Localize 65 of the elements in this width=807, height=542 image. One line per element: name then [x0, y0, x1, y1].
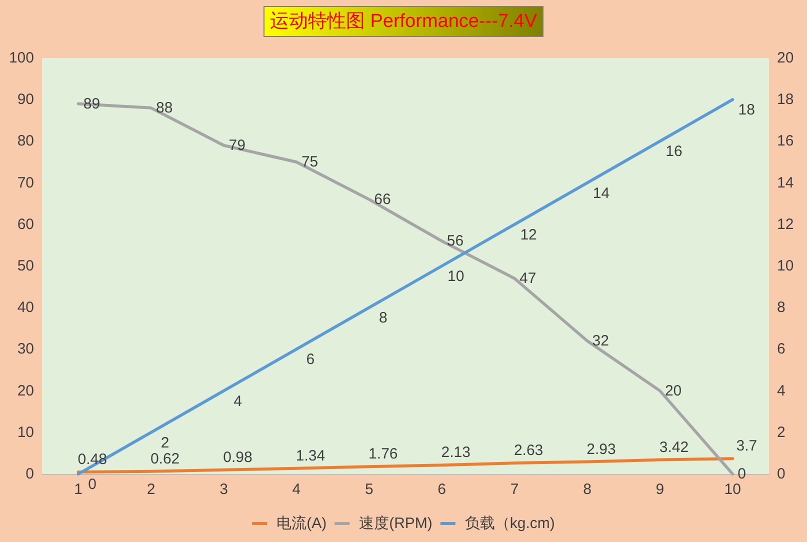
data-label: 0: [88, 476, 97, 493]
legend-label: 速度(RPM): [359, 515, 432, 532]
y-tick-label: 70: [17, 174, 34, 192]
data-label: 3.7: [736, 438, 758, 455]
data-label: 16: [666, 143, 682, 160]
y-tick-label: 90: [17, 91, 34, 108]
data-label: 12: [520, 226, 537, 244]
data-label: 1.34: [296, 447, 326, 464]
x-tick-label: 3: [220, 481, 228, 498]
y-tick-label: 20: [17, 382, 34, 400]
y2-tick-label: 4: [777, 382, 786, 400]
legend-label: 电流(A): [276, 515, 327, 532]
y-tick-label: 100: [8, 50, 34, 66]
data-label: 66: [374, 190, 391, 208]
x-tick-label: 1: [74, 481, 83, 498]
data-label: 79: [228, 136, 246, 154]
legend-label: 负载（kg.cm): [464, 515, 555, 532]
x-tick-label: 4: [292, 481, 301, 498]
y2-tick-label: 10: [777, 258, 794, 274]
data-label: 18: [738, 102, 755, 119]
x-tick-label: 7: [510, 481, 519, 498]
data-label: 75: [301, 154, 318, 170]
y2-tick-label: 2: [777, 424, 786, 441]
x-tick-label: 9: [656, 481, 664, 498]
y2-tick-label: 20: [777, 50, 794, 66]
data-label: 14: [592, 184, 610, 202]
data-label: 10: [448, 268, 464, 285]
data-label: 20: [664, 382, 682, 400]
y-tick-label: 10: [17, 424, 34, 441]
y2-tick-label: 14: [777, 174, 794, 192]
data-label: 0: [738, 466, 746, 482]
data-label: 4: [234, 392, 242, 410]
data-label: 3.42: [659, 438, 689, 456]
x-tick-label: 6: [438, 481, 446, 498]
y2-tick-label: 6: [777, 340, 786, 358]
y2-tick-label: 16: [777, 132, 794, 150]
data-label: 89: [83, 95, 100, 112]
data-label: 0.98: [223, 448, 252, 466]
data-label: 6: [306, 351, 315, 368]
data-label: 8: [378, 310, 388, 327]
y2-tick-label: 0: [777, 466, 786, 482]
y2-tick-label: 8: [777, 299, 786, 316]
x-tick-label: 5: [364, 481, 374, 498]
x-tick-label: 10: [724, 481, 741, 498]
data-label: 0.62: [150, 450, 180, 468]
data-label: 47: [520, 270, 536, 287]
y-tick-label: 50: [17, 258, 34, 274]
x-tick-label: 8: [583, 481, 592, 498]
data-label: 2: [160, 434, 170, 452]
y-tick-label: 40: [17, 299, 34, 316]
data-label: 32: [592, 332, 609, 350]
data-label: 2.13: [441, 444, 470, 462]
data-label: 1.76: [368, 446, 398, 463]
y-tick-label: 80: [17, 132, 34, 150]
data-label: 2.63: [514, 442, 544, 460]
data-label: 56: [446, 232, 464, 250]
data-label: 2.93: [586, 440, 616, 458]
y-tick-label: 60: [17, 216, 34, 233]
y-tick-label: 0: [26, 466, 34, 482]
chart-title: 运动特性图 Performance---7.4V: [270, 11, 538, 32]
y2-tick-label: 18: [777, 91, 794, 108]
data-label: 88: [156, 99, 173, 116]
x-tick-label: 2: [146, 481, 156, 498]
y-tick-label: 30: [17, 340, 34, 358]
y2-tick-label: 12: [777, 216, 794, 233]
